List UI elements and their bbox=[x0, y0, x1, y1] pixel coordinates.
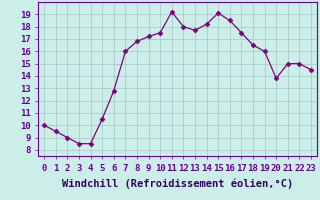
X-axis label: Windchill (Refroidissement éolien,°C): Windchill (Refroidissement éolien,°C) bbox=[62, 178, 293, 189]
